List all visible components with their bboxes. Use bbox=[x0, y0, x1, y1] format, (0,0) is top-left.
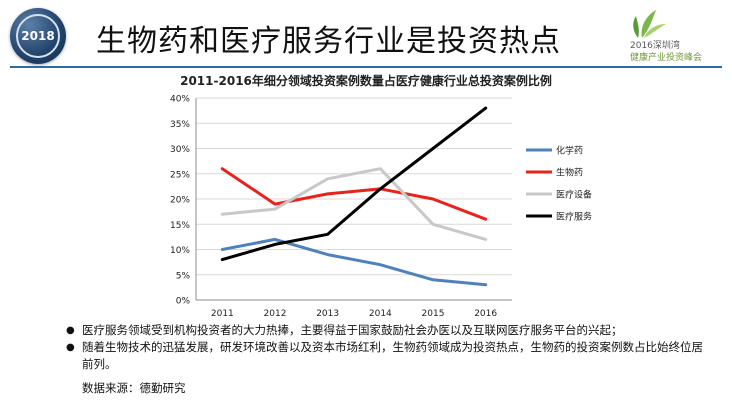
series-line-4 bbox=[220, 106, 488, 262]
series-line-1 bbox=[220, 237, 488, 287]
x-tick-label: 2016 bbox=[474, 309, 497, 319]
x-tick-label: 2014 bbox=[369, 309, 392, 319]
legend-label: 医疗设备 bbox=[556, 189, 592, 201]
y-tick-label: 20% bbox=[170, 196, 190, 206]
bullet-item: 医疗服务领域受到机构投资者的大力热捧，主要得益于国家鼓励社会办医以及互联网医疗服… bbox=[66, 322, 706, 339]
slide-title: 生物药和医疗服务行业是投资热点 bbox=[96, 24, 561, 59]
y-tick-label: 0% bbox=[176, 297, 191, 307]
series-line-3 bbox=[220, 167, 488, 241]
y-tick-label: 30% bbox=[170, 145, 190, 155]
bullet-item: 随着生物技术的迅猛发展，研发环境改善以及资本市场红利，生物药领域成为投资热点，生… bbox=[66, 339, 706, 373]
x-tick-label: 2015 bbox=[422, 309, 445, 319]
legend-label: 化学药 bbox=[556, 145, 583, 157]
title-underline bbox=[10, 66, 722, 68]
y-tick-label: 25% bbox=[170, 170, 190, 180]
summit-logo: 2016深圳湾 健康产业投资峰会 bbox=[612, 8, 716, 64]
y-tick-label: 40% bbox=[170, 95, 190, 105]
x-tick-label: 2013 bbox=[316, 309, 339, 319]
leaf-logo-icon bbox=[633, 10, 666, 38]
y-tick-label: 10% bbox=[170, 246, 190, 256]
logo-subtitle: 健康产业投资峰会 bbox=[630, 53, 703, 63]
line-chart: 0% 5% 10% 15% 20% 25% 30% 35% 40% 2011 2012 2013 201… bbox=[170, 95, 592, 320]
bullet-list: 医疗服务领域受到机构投资者的大力热捧，主要得益于国家鼓励社会办医以及互联网医疗服… bbox=[66, 322, 706, 373]
y-tick-label: 15% bbox=[170, 221, 190, 231]
series-line-2 bbox=[220, 167, 488, 221]
data-source: 数据来源：德勤研究 bbox=[82, 381, 186, 395]
x-tick-label: 2012 bbox=[264, 309, 287, 319]
y-tick-label: 35% bbox=[170, 120, 190, 130]
legend-label: 医疗服务 bbox=[556, 211, 592, 223]
year-badge: 2018 bbox=[10, 8, 66, 64]
legend-label: 生物药 bbox=[556, 167, 583, 179]
logo-year-text: 2016深圳湾 bbox=[630, 41, 680, 51]
x-tick-label: 2011 bbox=[211, 309, 234, 319]
year-badge-label: 2018 bbox=[16, 14, 60, 58]
y-tick-label: 5% bbox=[176, 271, 191, 281]
slide-header: 2018 生物药和医疗服务行业是投资热点 2016深圳湾 健康产业投资峰会 bbox=[0, 0, 732, 68]
chart-title: 2011-2016年细分领域投资案例数量占医疗健康行业总投资案例比例 bbox=[180, 74, 552, 88]
